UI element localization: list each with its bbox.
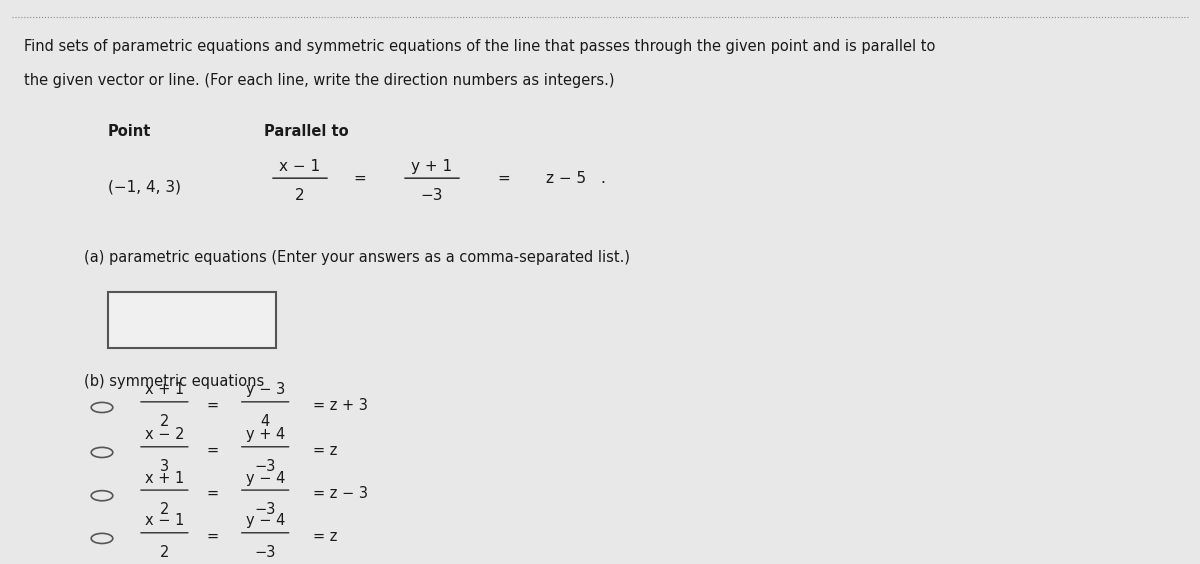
Text: x + 1: x + 1 <box>145 470 184 486</box>
Text: −3: −3 <box>421 188 443 203</box>
Text: 3: 3 <box>160 459 169 474</box>
Text: y − 3: y − 3 <box>246 382 284 398</box>
Text: = z: = z <box>313 528 337 544</box>
Text: −3: −3 <box>254 459 276 474</box>
Text: 2: 2 <box>160 545 169 560</box>
Text: −3: −3 <box>254 545 276 560</box>
Text: the given vector or line. (For each line, write the direction numbers as integer: the given vector or line. (For each line… <box>24 73 614 88</box>
Text: −3: −3 <box>254 503 276 517</box>
Text: 4: 4 <box>260 414 270 429</box>
Text: y + 1: y + 1 <box>412 159 452 174</box>
Text: Point: Point <box>108 124 151 139</box>
Text: 2: 2 <box>160 503 169 517</box>
Text: Parallel to: Parallel to <box>264 124 349 139</box>
Text: y − 4: y − 4 <box>246 470 284 486</box>
Text: =: = <box>498 171 510 186</box>
Text: y + 4: y + 4 <box>246 428 284 442</box>
Text: =: = <box>206 398 218 413</box>
Text: z − 5: z − 5 <box>546 171 586 186</box>
Text: =: = <box>206 443 218 457</box>
Text: = z − 3: = z − 3 <box>313 486 368 501</box>
Text: =: = <box>206 528 218 544</box>
Text: (−1, 4, 3): (−1, 4, 3) <box>108 180 181 195</box>
Text: =: = <box>206 486 218 501</box>
Text: (b) symmetric equations: (b) symmetric equations <box>84 374 264 389</box>
Text: x − 1: x − 1 <box>145 513 184 528</box>
Text: = z: = z <box>313 443 337 457</box>
Text: .: . <box>600 171 605 186</box>
Text: = z + 3: = z + 3 <box>313 398 368 413</box>
Text: (a) parametric equations (Enter your answers as a comma-separated list.): (a) parametric equations (Enter your ans… <box>84 250 630 265</box>
Text: x + 1: x + 1 <box>145 382 184 398</box>
Text: x − 2: x − 2 <box>145 428 184 442</box>
Text: =: = <box>354 171 366 186</box>
FancyBboxPatch shape <box>108 292 276 349</box>
Text: x − 1: x − 1 <box>280 159 320 174</box>
Text: 2: 2 <box>295 188 305 203</box>
Text: y − 4: y − 4 <box>246 513 284 528</box>
Text: Find sets of parametric equations and symmetric equations of the line that passe: Find sets of parametric equations and sy… <box>24 39 935 54</box>
Text: 2: 2 <box>160 414 169 429</box>
